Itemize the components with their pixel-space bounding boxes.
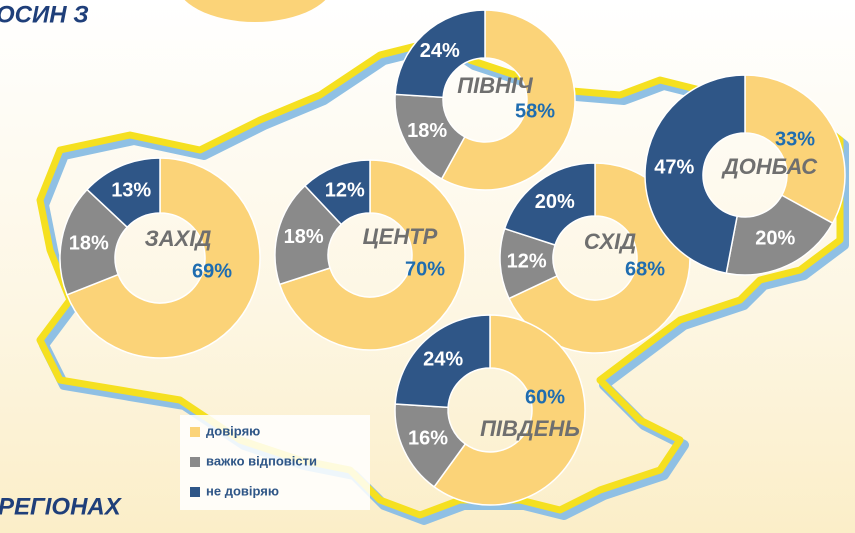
value-label: 24% bbox=[423, 348, 463, 370]
donut-segment bbox=[394, 9, 486, 99]
donut-segment bbox=[744, 74, 846, 225]
region-name: ЦЕНТР bbox=[363, 224, 438, 249]
value-label: 70% bbox=[405, 258, 445, 280]
donut-chart: СХІД 68% 12% 20% bbox=[499, 162, 691, 354]
value-label: 20% bbox=[535, 191, 575, 213]
legend: довіряю важко відповісти не довіряю bbox=[180, 415, 370, 510]
donut-chart: ПІВДЕНЬ 60% 16% 24% bbox=[394, 314, 586, 506]
donut-segment bbox=[86, 157, 161, 229]
value-label: 47% bbox=[654, 157, 694, 179]
donut-segment bbox=[394, 314, 491, 409]
header-fragment: ОСИН З bbox=[0, 1, 89, 28]
legend-box bbox=[180, 415, 370, 510]
donut-segment bbox=[66, 157, 261, 359]
region-name: ПІВНІЧ bbox=[457, 73, 533, 98]
donut-segment bbox=[503, 162, 596, 246]
donut-chart: ДОНБАС 33% 20% 47% bbox=[644, 74, 846, 276]
value-label: 60% bbox=[525, 386, 565, 408]
donut-segment bbox=[303, 159, 371, 226]
value-label: 16% bbox=[408, 427, 448, 449]
value-label: 58% bbox=[515, 100, 555, 122]
value-label: 12% bbox=[325, 180, 365, 202]
legend-label: важко відповісти bbox=[206, 453, 317, 468]
legend-label: довіряю bbox=[206, 423, 260, 438]
value-label: 12% bbox=[507, 251, 547, 273]
value-label: 18% bbox=[284, 226, 324, 248]
donut-segment bbox=[725, 194, 834, 276]
value-label: 13% bbox=[111, 180, 151, 202]
value-label: 18% bbox=[407, 120, 447, 142]
donut-segment bbox=[433, 314, 586, 506]
value-label: 33% bbox=[775, 128, 815, 150]
region-name: ЗАХІД bbox=[145, 226, 212, 251]
region-name: ДОНБАС bbox=[721, 154, 818, 179]
donut-segment bbox=[440, 9, 576, 191]
legend-swatch bbox=[190, 457, 200, 467]
value-label: 20% bbox=[755, 228, 795, 250]
value-label: 18% bbox=[69, 233, 109, 255]
value-label: 24% bbox=[420, 40, 460, 62]
region-name: СХІД bbox=[584, 229, 636, 254]
footer-fragment: РЕГІОНАХ bbox=[0, 493, 123, 520]
legend-label: не довіряю bbox=[206, 483, 279, 498]
value-label: 68% bbox=[625, 258, 665, 280]
donut-segment bbox=[274, 184, 343, 286]
legend-swatch bbox=[190, 487, 200, 497]
region-name: ПІВДЕНЬ bbox=[480, 416, 580, 441]
top-decor bbox=[184, 0, 326, 22]
donut-chart: ЦЕНТР 70% 18% 12% bbox=[274, 159, 466, 351]
donut-segment bbox=[278, 159, 466, 351]
donut-chart: ЗАХІД 69% 18% 13% bbox=[59, 157, 261, 359]
legend-swatch bbox=[190, 427, 200, 437]
value-label: 69% bbox=[192, 260, 232, 282]
donut-segment bbox=[644, 74, 746, 275]
